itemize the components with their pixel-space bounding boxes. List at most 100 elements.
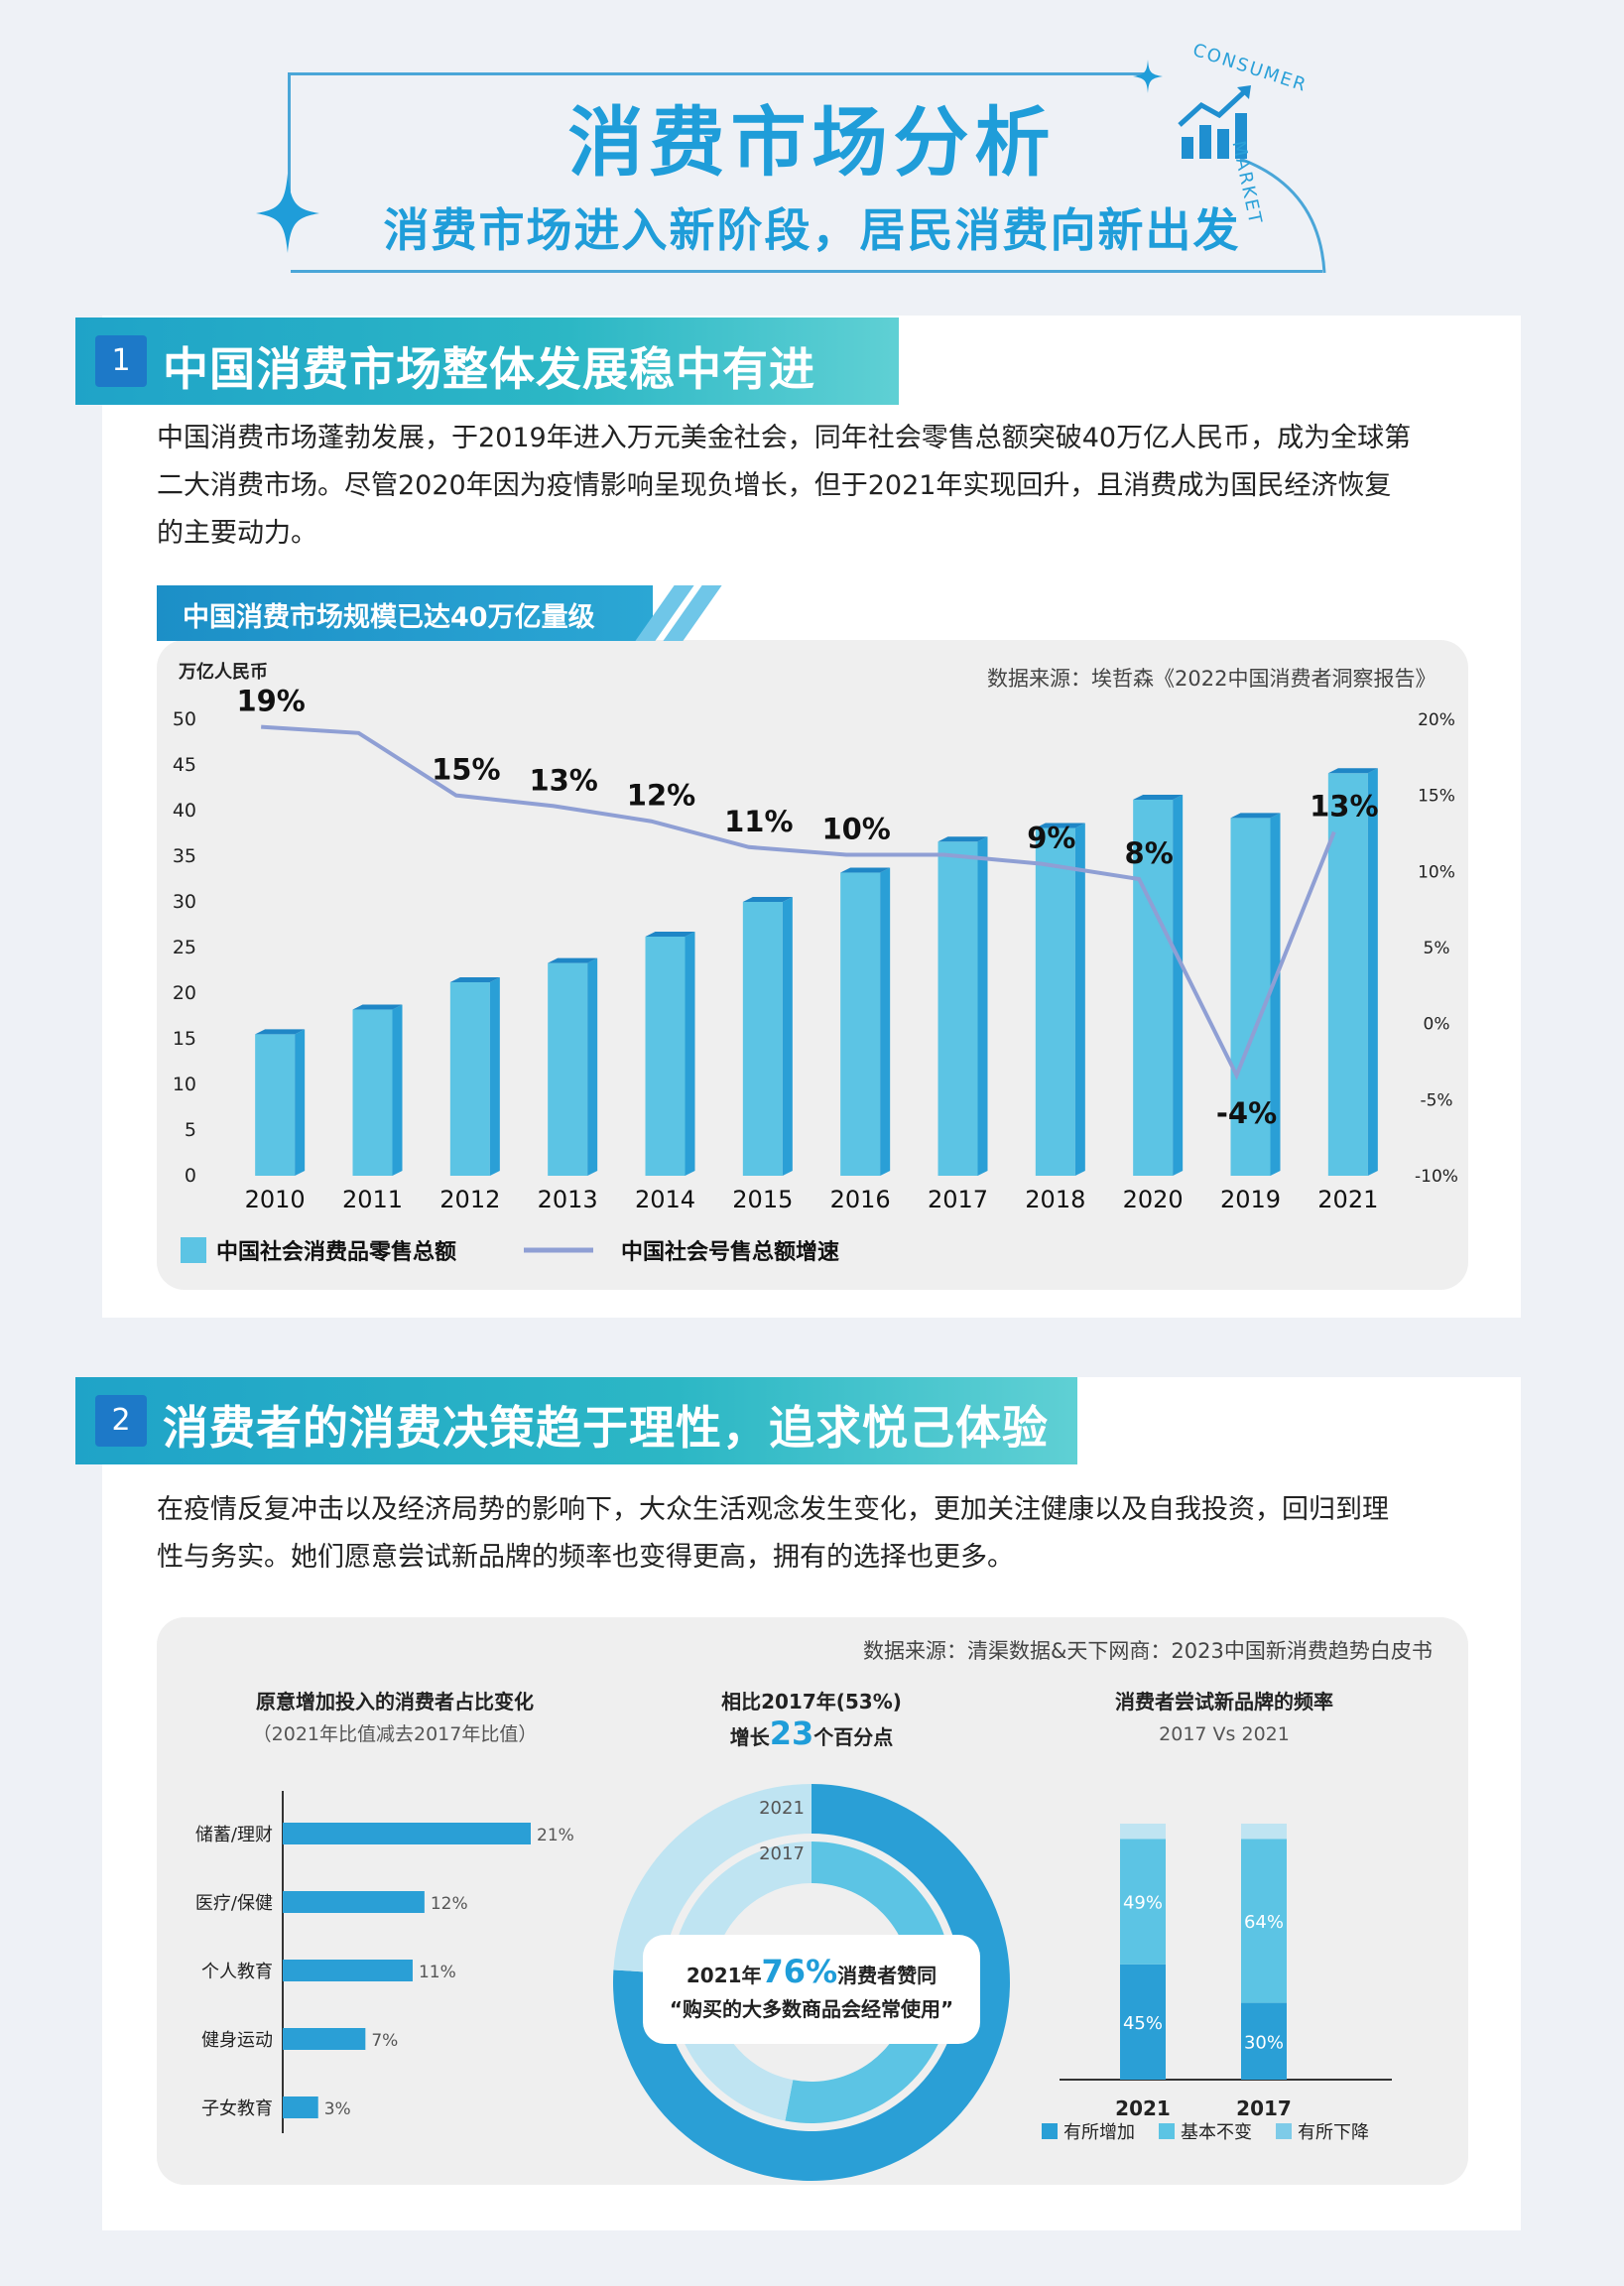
hbar-value-label: 12% xyxy=(431,1894,468,1914)
bar-side xyxy=(685,931,695,1176)
y2-tick-label: -5% xyxy=(1420,1090,1452,1110)
bar xyxy=(645,931,695,1176)
bar-top xyxy=(352,1004,403,1010)
chart1-header-label: 中国消费市场规模已达40万亿量级 xyxy=(183,602,595,633)
bar-front xyxy=(449,981,490,1176)
stacked-value-label: 45% xyxy=(1123,2013,1163,2034)
bar-side xyxy=(880,867,891,1176)
stacked-category-label: 2017 xyxy=(1236,2096,1292,2120)
section2-paragraph-line: 在疫情反复冲击以及经济局势的影响下，大众生活观念发生变化，更加关注健康以及自我投… xyxy=(157,1494,1389,1525)
bar-front xyxy=(1327,773,1368,1176)
growth-data-label: 8% xyxy=(1125,836,1174,870)
hbar-bar xyxy=(283,1891,425,1913)
donut-outer-rest xyxy=(613,1784,812,1973)
section2-title-bar xyxy=(75,1377,1077,1464)
hbar-value-label: 21% xyxy=(537,1826,574,1845)
chart1-header-bar: 中国消费市场规模已达40万亿量级 xyxy=(157,585,653,641)
donut-center-card xyxy=(643,1935,980,2044)
y2-tick-label: -10% xyxy=(1415,1167,1458,1187)
hbar-subtitle: （2021年比值减去2017年比值） xyxy=(253,1723,538,1745)
stacked-legend-swatch xyxy=(1042,2123,1058,2139)
hbar-bar xyxy=(283,2028,366,2050)
hbar-category-label: 子女教育 xyxy=(201,2098,273,2119)
y-tick-label: 20 xyxy=(173,982,196,1004)
bar-top xyxy=(742,897,793,902)
growth-chart-icon xyxy=(1178,85,1251,159)
stacked-legend-label: 有所增加 xyxy=(1063,2122,1135,2143)
stacked-legend-label: 基本不变 xyxy=(1181,2122,1252,2143)
stacked-segment xyxy=(1120,1824,1166,1840)
stacked-title: 消费者尝试新品牌的频率 xyxy=(1115,1690,1333,1714)
header-arc xyxy=(1239,157,1326,274)
hbar-category-label: 储蓄/理财 xyxy=(195,1825,273,1845)
y-tick-label: 25 xyxy=(173,937,196,958)
bar-top xyxy=(937,836,988,842)
x-tick-label: 2014 xyxy=(635,1186,695,1213)
bar-front xyxy=(548,962,588,1176)
section1-paragraph-line: 中国消费市场蓬勃发展，于2019年进入万元美金社会，同年社会零售总额突破40万亿… xyxy=(157,423,1412,453)
bar-side xyxy=(489,976,500,1176)
bar-front xyxy=(742,902,783,1176)
page-title: 消费市场分析 xyxy=(567,98,1057,187)
x-tick-label: 2021 xyxy=(1317,1186,1378,1213)
donut-inner-rest xyxy=(671,1842,812,2121)
bar-front xyxy=(1230,818,1271,1176)
x-tick-label: 2016 xyxy=(830,1186,891,1213)
y-tick-label: 15 xyxy=(173,1028,196,1050)
bar-top xyxy=(840,867,891,873)
page-subtitle: 消费市场进入新阶段，居民消费向新出发 xyxy=(383,203,1241,257)
stacked-segment xyxy=(1120,1964,1166,2080)
stacked-segment xyxy=(1241,1839,1287,2003)
hbar-category-label: 健身运动 xyxy=(201,2030,273,2051)
y2-tick-label: 20% xyxy=(1418,710,1455,730)
bar-top xyxy=(255,1029,306,1035)
legend-label: 中国社会消费品零售总额 xyxy=(216,1239,456,1265)
section2-paragraph-line: 性与务实。她们愿意尝试新品牌的频率也变得更高，拥有的选择也更多。 xyxy=(157,1542,1014,1573)
section1-paragraph-line: 的主要动力。 xyxy=(157,518,317,549)
bar-side xyxy=(1074,823,1085,1176)
stacked-segment xyxy=(1241,1824,1287,1840)
bar-side xyxy=(587,957,598,1176)
hbar-value-label: 11% xyxy=(419,1963,456,1982)
header-frame-top xyxy=(288,72,1149,75)
stacked-category-label: 2021 xyxy=(1115,2096,1171,2120)
stacked-segment xyxy=(1120,1839,1166,1965)
x-tick-label: 2019 xyxy=(1220,1186,1281,1213)
section2-number: 2 xyxy=(95,1395,147,1447)
stacked-legend-swatch xyxy=(1159,2123,1175,2139)
donut-center-line2: “购买的大多数商品会经常使用” xyxy=(670,1997,953,2021)
stacked-legend-swatch xyxy=(1276,2123,1292,2139)
hbar-value-label: 7% xyxy=(371,2031,398,2051)
bar-top xyxy=(1035,823,1085,828)
bar-front xyxy=(255,1034,296,1176)
bar-top xyxy=(1230,813,1281,819)
growth-data-label: 13% xyxy=(529,763,597,797)
bar xyxy=(352,1004,403,1176)
bar-top xyxy=(1327,768,1378,774)
bar-side xyxy=(392,1004,403,1176)
bar-front xyxy=(352,1009,393,1176)
y-tick-label: 35 xyxy=(173,845,196,867)
hbar-title: 原意增加投入的消费者占比变化 xyxy=(256,1690,534,1714)
stacked-value-label: 30% xyxy=(1244,2032,1284,2053)
donut-title: 相比2017年(53%) xyxy=(721,1690,902,1714)
bar xyxy=(840,867,891,1176)
bar xyxy=(1230,813,1281,1176)
x-tick-label: 2017 xyxy=(928,1186,988,1213)
bar-side xyxy=(1367,768,1378,1176)
sparkle-small-icon xyxy=(1133,60,1163,93)
y-tick-label: 40 xyxy=(173,800,196,822)
hbar-category-label: 医疗/保健 xyxy=(195,1893,273,1914)
bar xyxy=(1327,768,1378,1176)
stacked-value-label: 49% xyxy=(1123,1893,1163,1914)
section1-title: 中国消费市场整体发展稳中有进 xyxy=(163,342,815,396)
stacked-legend-label: 有所下降 xyxy=(1298,2122,1369,2143)
x-tick-label: 2010 xyxy=(245,1186,306,1213)
legend-swatch-bars xyxy=(181,1237,206,1263)
bar-side xyxy=(977,836,988,1176)
bar-top xyxy=(645,931,695,937)
y-tick-label: 50 xyxy=(173,708,196,730)
donut-ring-label: 2021 xyxy=(759,1798,805,1819)
bar-top xyxy=(449,976,500,982)
donut-center-line1: 2021年76%消费者赞同 xyxy=(687,1953,937,1990)
